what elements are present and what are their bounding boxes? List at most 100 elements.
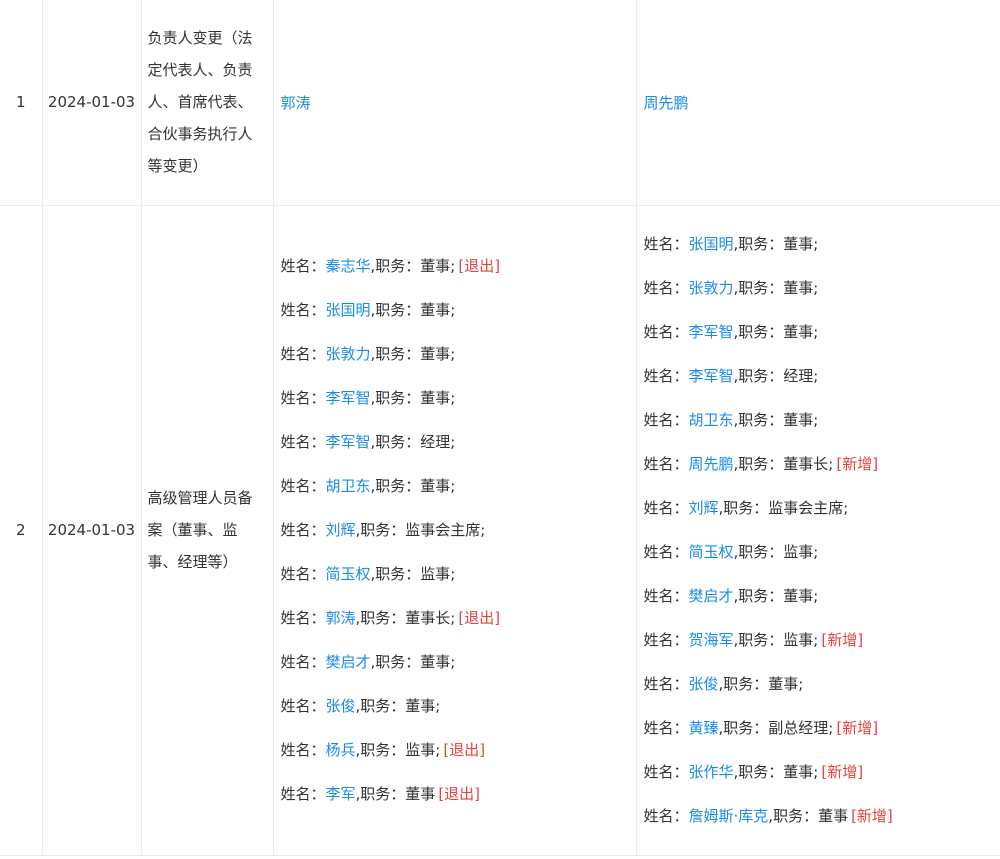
person-entry: 姓名：李军智,职务：董事; bbox=[644, 310, 994, 354]
row-index: 2 bbox=[0, 204, 43, 856]
person-link[interactable]: 杨兵 bbox=[325, 741, 356, 759]
person-entry: 姓名：秦志华,职务：董事; [退出] bbox=[281, 244, 629, 288]
person-link[interactable]: 张作华 bbox=[688, 763, 734, 781]
duty: ,职务：监事会主席; bbox=[355, 521, 486, 539]
person-entry: 姓名：樊启才,职务：董事; bbox=[281, 640, 629, 684]
person-link[interactable]: 黄臻 bbox=[688, 719, 719, 737]
duty: ,职务：监事会主席; bbox=[718, 499, 849, 517]
person-link[interactable]: 张敦力 bbox=[688, 279, 734, 297]
person-link[interactable]: 张俊 bbox=[325, 697, 356, 715]
name-label: 姓名： bbox=[643, 499, 689, 517]
duty: ,职务：董事长; bbox=[733, 455, 834, 473]
duty: ,职务：董事; bbox=[733, 279, 819, 297]
name-label: 姓名： bbox=[280, 301, 326, 319]
person-entry: 姓名：贺海军,职务：监事; [新增] bbox=[644, 618, 994, 662]
person-link[interactable]: 张国明 bbox=[325, 301, 371, 319]
person-link[interactable]: 胡卫东 bbox=[325, 477, 371, 495]
duty: ,职务：董事; bbox=[733, 323, 819, 341]
before-cell: 姓名：秦志华,职务：董事; [退出] 姓名：张国明,职务：董事; 姓名：张敦力,职务：… bbox=[272, 204, 637, 856]
person-link[interactable]: 张俊 bbox=[688, 675, 719, 693]
duty: ,职务：董事 bbox=[355, 785, 436, 803]
person-link[interactable]: 李军 bbox=[325, 785, 356, 803]
duty: ,职务：董事; bbox=[733, 235, 819, 253]
person-link[interactable]: 李军智 bbox=[325, 433, 371, 451]
name-label: 姓名： bbox=[280, 697, 326, 715]
duty: ,职务：监事; bbox=[370, 565, 456, 583]
before-cell: 郭涛 bbox=[272, 0, 637, 206]
person-entry: 姓名：李军智,职务：经理; bbox=[644, 354, 994, 398]
after-cell: 姓名：张国明,职务：董事; 姓名：张敦力,职务：董事; 姓名：李军智,职务：董事; 姓… bbox=[635, 204, 1000, 856]
name-label: 姓名： bbox=[280, 433, 326, 451]
person-entry: 姓名：张国明,职务：董事; bbox=[644, 222, 994, 266]
person-link[interactable]: 李军智 bbox=[688, 367, 734, 385]
person-link[interactable]: 秦志华 bbox=[325, 257, 371, 275]
name-label: 姓名： bbox=[643, 719, 689, 737]
after-cell: 周先鹏 bbox=[635, 0, 1000, 206]
person-entry: 姓名：樊启才,职务：董事; bbox=[644, 574, 994, 618]
person-link[interactable]: 李军智 bbox=[688, 323, 734, 341]
person-link[interactable]: 胡卫东 bbox=[688, 411, 734, 429]
duty: ,职务：董事; bbox=[370, 389, 456, 407]
change-tag: [退出] bbox=[443, 741, 486, 759]
name-label: 姓名： bbox=[280, 565, 326, 583]
name-label: 姓名： bbox=[280, 741, 326, 759]
person-link[interactable]: 刘辉 bbox=[688, 499, 719, 517]
change-tag: [新增] bbox=[836, 719, 879, 737]
duty: ,职务：董事; bbox=[370, 257, 456, 275]
person-link[interactable]: 张敦力 bbox=[325, 345, 371, 363]
name-label: 姓名： bbox=[643, 587, 689, 605]
person-entry: 姓名：简玉权,职务：监事; bbox=[644, 530, 994, 574]
change-tag: [退出] bbox=[458, 257, 501, 275]
person-entry: 姓名：黄臻,职务：副总经理; [新增] bbox=[644, 706, 994, 750]
name-label: 姓名： bbox=[280, 345, 326, 363]
name-label: 姓名： bbox=[643, 675, 689, 693]
person-link[interactable]: 周先鹏 bbox=[688, 455, 734, 473]
person-link[interactable]: 张国明 bbox=[688, 235, 734, 253]
name-label: 姓名： bbox=[643, 279, 689, 297]
duty: ,职务：经理; bbox=[733, 367, 819, 385]
name-label: 姓名： bbox=[643, 367, 689, 385]
name-label: 姓名： bbox=[643, 631, 689, 649]
name-label: 姓名： bbox=[643, 763, 689, 781]
person-entry: 姓名：刘辉,职务：监事会主席; bbox=[281, 508, 629, 552]
duty: ,职务：监事; bbox=[733, 543, 819, 561]
change-tag: [退出] bbox=[458, 609, 501, 627]
person-link[interactable]: 简玉权 bbox=[688, 543, 734, 561]
person-entry: 姓名：张作华,职务：董事; [新增] bbox=[644, 750, 994, 794]
name-label: 姓名： bbox=[280, 257, 326, 275]
person-link[interactable]: 刘辉 bbox=[325, 521, 356, 539]
duty: ,职务：董事; bbox=[370, 653, 456, 671]
change-date: 2024-01-03 bbox=[41, 0, 142, 206]
person-entry: 姓名：简玉权,职务：监事; bbox=[281, 552, 629, 596]
person-link[interactable]: 简玉权 bbox=[325, 565, 371, 583]
duty: ,职务：董事; bbox=[355, 697, 441, 715]
duty: ,职务：董事; bbox=[733, 411, 819, 429]
person-link[interactable]: 郭涛 bbox=[325, 609, 356, 627]
name-label: 姓名： bbox=[643, 543, 689, 561]
person-link[interactable]: 詹姆斯·库克 bbox=[688, 807, 769, 825]
person-link[interactable]: 李军智 bbox=[325, 389, 371, 407]
person-link[interactable]: 樊启才 bbox=[688, 587, 734, 605]
duty: ,职务：监事; bbox=[355, 741, 441, 759]
name-label: 姓名： bbox=[280, 653, 326, 671]
person-link[interactable]: 周先鹏 bbox=[643, 93, 689, 112]
name-label: 姓名： bbox=[643, 807, 689, 825]
person-link[interactable]: 郭涛 bbox=[280, 93, 311, 112]
name-label: 姓名： bbox=[643, 323, 689, 341]
name-label: 姓名： bbox=[643, 411, 689, 429]
name-label: 姓名： bbox=[280, 521, 326, 539]
person-entry: 姓名：李军,职务：董事 [退出] bbox=[281, 772, 629, 816]
person-entry: 姓名：周先鹏,职务：董事长; [新增] bbox=[644, 442, 994, 486]
person-entry: 姓名：张俊,职务：董事; bbox=[281, 684, 629, 728]
change-date: 2024-01-03 bbox=[41, 204, 142, 856]
person-link[interactable]: 樊启才 bbox=[325, 653, 371, 671]
person-link[interactable]: 贺海军 bbox=[688, 631, 734, 649]
person-entry: 姓名：李军智,职务：董事; bbox=[281, 376, 629, 420]
change-tag: [新增] bbox=[851, 807, 893, 825]
person-entry: 姓名：胡卫东,职务：董事; bbox=[644, 398, 994, 442]
change-tag: [新增] bbox=[821, 763, 864, 781]
name-label: 姓名： bbox=[643, 235, 689, 253]
person-entry: 姓名：郭涛,职务：董事长; [退出] bbox=[281, 596, 629, 640]
person-entry: 姓名：杨兵,职务：监事; [退出] bbox=[281, 728, 629, 772]
